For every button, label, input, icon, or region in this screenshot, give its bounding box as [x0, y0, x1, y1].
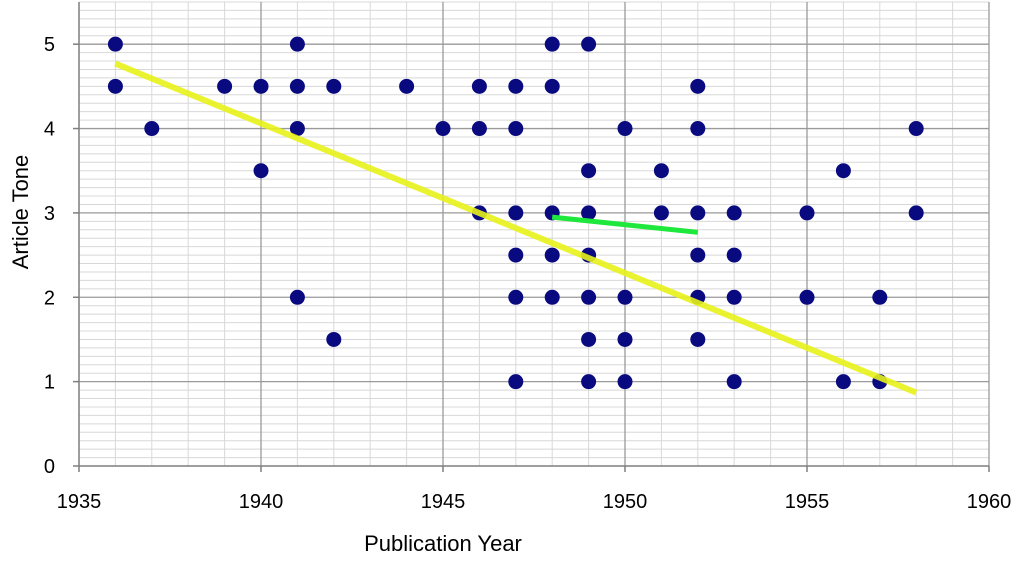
y-axis-title: Article Tone: [8, 155, 33, 270]
data-point: [289, 36, 305, 52]
data-point: [544, 247, 560, 263]
y-tick-label: 4: [44, 119, 55, 141]
data-point: [653, 163, 669, 179]
x-tick-label: 1955: [785, 491, 830, 513]
data-point: [726, 205, 742, 221]
data-point: [835, 374, 851, 390]
data-point: [107, 36, 123, 52]
data-point: [581, 163, 597, 179]
data-point: [253, 78, 269, 94]
data-point: [690, 121, 706, 137]
data-point: [690, 331, 706, 347]
data-point: [217, 78, 233, 94]
data-point: [617, 331, 633, 347]
data-point: [872, 289, 888, 305]
trend-lines: [114, 60, 918, 396]
y-tick-label: 1: [44, 372, 55, 394]
data-point: [690, 205, 706, 221]
x-tick-label: 1960: [967, 491, 1012, 513]
data-point: [508, 247, 524, 263]
data-point: [508, 78, 524, 94]
data-point: [508, 121, 524, 137]
y-tick-label: 5: [44, 34, 55, 56]
data-point: [326, 331, 342, 347]
data-point: [799, 205, 815, 221]
y-tick-label: 0: [44, 456, 55, 478]
data-point: [581, 374, 597, 390]
data-point: [617, 121, 633, 137]
data-point: [617, 374, 633, 390]
data-point: [435, 121, 451, 137]
x-tick-label: 1950: [603, 491, 648, 513]
data-point: [399, 78, 415, 94]
data-point: [253, 163, 269, 179]
data-point: [581, 331, 597, 347]
axes: [73, 2, 990, 472]
data-point: [799, 289, 815, 305]
data-point: [508, 205, 524, 221]
data-point: [544, 289, 560, 305]
data-point: [908, 205, 924, 221]
x-tick-label: 1935: [57, 491, 102, 513]
data-point: [326, 78, 342, 94]
data-point: [581, 289, 597, 305]
data-point: [726, 289, 742, 305]
data-point: [289, 121, 305, 137]
y-tick-labels: 0 1 2 3 4 5: [44, 34, 55, 478]
data-point: [471, 121, 487, 137]
data-point: [690, 247, 706, 263]
data-point: [726, 374, 742, 390]
data-point: [581, 205, 597, 221]
data-point: [690, 78, 706, 94]
data-point: [107, 78, 123, 94]
data-point: [508, 289, 524, 305]
data-point: [835, 163, 851, 179]
data-point: [544, 36, 560, 52]
x-tick-labels: 1935 1940 1945 1950 1955 1960: [57, 491, 1012, 513]
data-point: [617, 289, 633, 305]
x-tick-label: 1945: [421, 491, 466, 513]
data-point: [289, 78, 305, 94]
y-tick-label: 3: [44, 203, 55, 225]
y-tick-label: 2: [44, 287, 55, 309]
data-point: [508, 374, 524, 390]
data-point: [653, 205, 669, 221]
data-point: [289, 289, 305, 305]
data-point: [581, 36, 597, 52]
data-point: [908, 121, 924, 137]
x-tick-label: 1940: [239, 491, 284, 513]
data-point: [544, 78, 560, 94]
trend-line-overall: [114, 60, 918, 396]
data-point: [471, 78, 487, 94]
data-point: [144, 121, 160, 137]
data-points: [107, 36, 924, 390]
x-axis-title: Publication Year: [364, 531, 522, 556]
trend-line-segment: [551, 214, 699, 235]
data-point: [726, 247, 742, 263]
